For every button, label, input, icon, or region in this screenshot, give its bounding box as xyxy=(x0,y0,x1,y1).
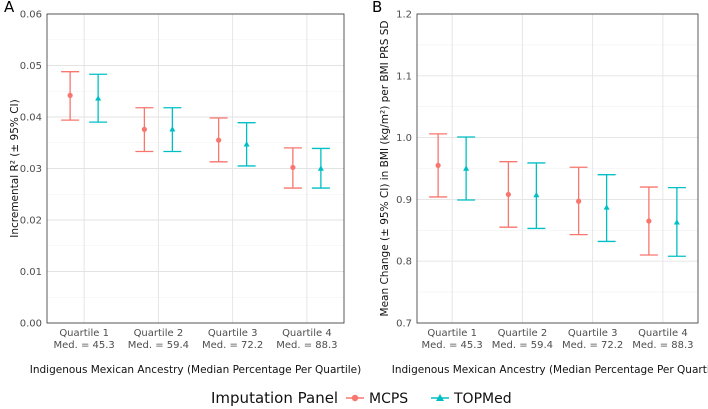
y-tick-label: 1.2 xyxy=(396,10,412,21)
series-topmed xyxy=(89,73,330,189)
panel-label: B xyxy=(372,0,382,16)
x-tick-sublabel: Med. = 88.3 xyxy=(276,340,337,351)
x-tick-label: Quartile 2 xyxy=(134,328,184,339)
y-tick-label: 0.03 xyxy=(20,164,42,175)
y-tick-label: 0.04 xyxy=(20,113,42,124)
x-tick-label: Quartile 4 xyxy=(638,328,688,339)
x-tick-label: Quartile 4 xyxy=(282,328,332,339)
x-tick-sublabel: Med. = 45.3 xyxy=(53,340,114,351)
data-point xyxy=(169,126,176,132)
data-point xyxy=(603,204,610,210)
y-tick-label: 0.05 xyxy=(20,61,42,72)
series-topmed xyxy=(457,136,686,257)
x-axis-title: Indigenous Mexican Ancestry (Median Perc… xyxy=(392,364,708,376)
x-tick-label: Quartile 1 xyxy=(59,328,109,339)
x-tick-label: Quartile 1 xyxy=(427,328,477,339)
y-tick-label: 0.02 xyxy=(20,216,42,227)
y-tick-label: 0.01 xyxy=(20,267,42,278)
legend-key-triangle xyxy=(436,394,444,401)
y-tick-label: 0.8 xyxy=(396,257,412,268)
x-tick-sublabel: Med. = 59.4 xyxy=(128,340,189,351)
y-tick-label: 0.9 xyxy=(396,195,412,206)
data-point xyxy=(141,126,147,132)
legend-item-mcps: MCPS xyxy=(346,391,408,407)
x-tick-sublabel: Med. = 72.2 xyxy=(562,340,623,351)
series-mcps xyxy=(61,71,302,189)
panel-label: A xyxy=(4,0,15,16)
y-tick-label: 1.0 xyxy=(396,133,412,144)
data-point xyxy=(95,95,102,101)
x-tick-label: Quartile 2 xyxy=(498,328,548,339)
data-point xyxy=(646,218,652,224)
x-tick-sublabel: Med. = 72.2 xyxy=(202,340,263,351)
data-point xyxy=(67,92,73,98)
y-tick-label: 0.06 xyxy=(20,10,42,21)
y-axis-title: Mean Change (± 95% CI) in BMI (kg/m²) pe… xyxy=(379,21,391,317)
y-tick-label: 0.7 xyxy=(396,319,412,330)
x-tick-label: Quartile 3 xyxy=(568,328,618,339)
data-point xyxy=(576,198,582,204)
data-point xyxy=(290,164,296,171)
x-axis-title: Indigenous Mexican Ancestry (Median Perc… xyxy=(30,364,361,376)
legend-key-circle xyxy=(351,394,359,402)
panel-border xyxy=(46,13,345,324)
legend: Imputation Panel MCPS TOPMed xyxy=(211,389,512,407)
legend-label: TOPMed xyxy=(453,391,512,407)
panel-border xyxy=(416,13,699,324)
data-point xyxy=(463,165,470,171)
legend-label: MCPS xyxy=(369,391,408,407)
x-tick-sublabel: Med. = 45.3 xyxy=(421,340,482,351)
y-axis-title: Incremental R² (± 95% CI) xyxy=(9,99,21,238)
x-tick-sublabel: Med. = 88.3 xyxy=(632,340,693,351)
y-tick-label: 0.00 xyxy=(20,319,42,330)
data-point xyxy=(505,191,511,198)
series-mcps xyxy=(429,133,658,256)
data-point xyxy=(673,219,680,225)
data-point xyxy=(243,141,250,147)
data-point xyxy=(533,191,540,198)
data-point xyxy=(216,137,222,143)
legend-item-topmed: TOPMed xyxy=(431,391,512,407)
x-tick-sublabel: Med. = 59.4 xyxy=(492,340,553,351)
data-point xyxy=(317,165,324,171)
y-tick-label: 1.1 xyxy=(396,71,412,82)
legend-title: Imputation Panel xyxy=(211,389,338,407)
x-tick-label: Quartile 3 xyxy=(208,328,258,339)
data-point xyxy=(435,162,441,169)
